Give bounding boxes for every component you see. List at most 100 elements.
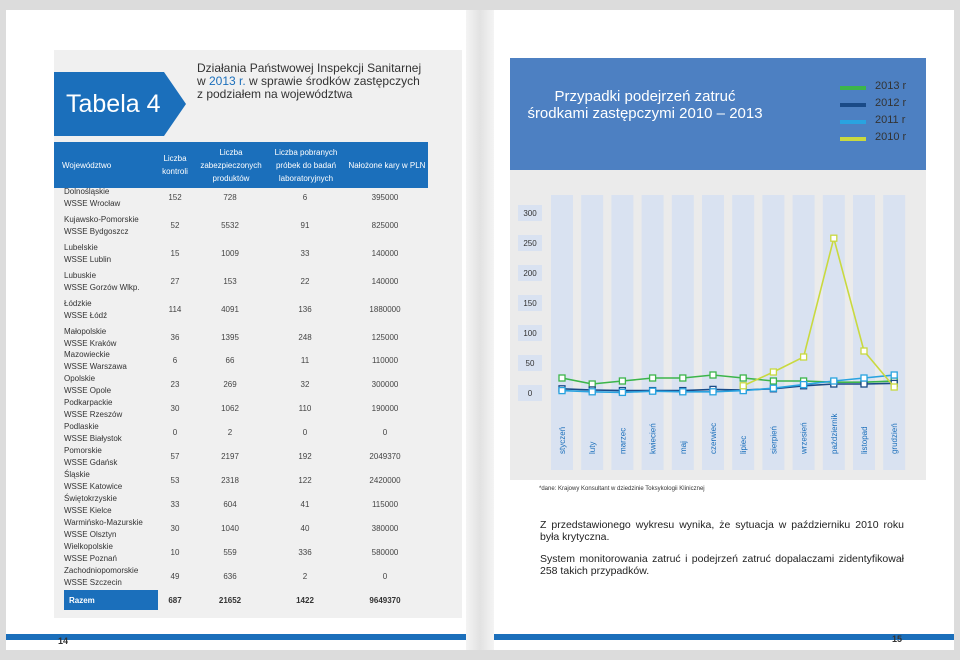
y-tick-label: 250 (523, 239, 537, 248)
row-wsse: WSSE Rzeszów (64, 410, 123, 419)
total-label: Razem (64, 590, 158, 610)
row-wojewodztwo: Lubuskie (64, 271, 97, 280)
series-line (561, 382, 895, 392)
cell-probek: 41 (300, 500, 310, 509)
data-point (860, 380, 868, 388)
row-label: Lubuskie WSSE Gorzów Wlkp. (64, 270, 154, 294)
data-point (769, 377, 778, 385)
row-wsse: WSSE Katowice (64, 482, 123, 491)
cell-produktow: 728 (223, 193, 237, 202)
cell-probek: 33 (300, 249, 310, 258)
cell-probek: 248 (298, 333, 312, 342)
data-point (618, 377, 627, 385)
cell-kontroli: 52 (170, 221, 180, 230)
cell-kary: 140000 (371, 249, 399, 258)
cell-produktow: 2 (227, 428, 233, 437)
data-point (709, 371, 717, 379)
data-point (830, 234, 838, 242)
cell-kontroli: 36 (170, 333, 180, 342)
month-band (641, 195, 664, 470)
row-label: Opolskie WSSE Opole (64, 373, 154, 397)
cell-probek: 136 (298, 305, 312, 314)
row-label: Wielkopolskie WSSE Poznań (64, 541, 154, 565)
series-line (742, 235, 895, 388)
cell-probek: 6 (302, 193, 308, 202)
header-wojewodztwo: Województwo (54, 142, 154, 188)
page-fold (466, 10, 494, 650)
cell-produktow: 559 (223, 548, 237, 557)
data-point (739, 374, 747, 382)
cell-probek: 0 (302, 428, 308, 437)
row-label: Kujawsko-Pomorskie WSSE Bydgoszcz (64, 214, 154, 238)
cell-kontroli: 49 (170, 572, 180, 581)
month-band (853, 195, 875, 470)
row-label: Podkarpackie WSSE Rzeszów (64, 397, 154, 421)
subtitle-line-1: Działania Państwowej Inspekcji Sanitarne… (197, 61, 422, 75)
row-wsse: WSSE Bydgoszcz (64, 227, 129, 236)
data-point (799, 353, 808, 361)
left-page-number: 14 (58, 636, 69, 646)
cell-produktow: 1062 (221, 404, 239, 413)
cell-kontroli: 30 (170, 404, 180, 413)
row-wojewodztwo: Pomorskie (64, 446, 102, 455)
data-point (679, 374, 687, 382)
cell-probek: 32 (300, 380, 310, 389)
tabela-label: Tabela 4 (54, 72, 164, 136)
cell-produktow: 4091 (221, 305, 239, 314)
row-label: Pomorskie WSSE Gdańsk (64, 445, 154, 469)
cell-kary: 580000 (371, 548, 399, 557)
x-tick-label: wrzesień (800, 422, 809, 455)
left-bottom-rule (6, 634, 466, 640)
data-point (648, 374, 657, 382)
month-band (762, 195, 785, 470)
row-wojewodztwo: Świętokrzyskie (64, 494, 117, 503)
y-tick-bg (518, 205, 542, 221)
cell-kary: 0 (382, 428, 388, 437)
row-wsse: WSSE Wrocław (64, 199, 121, 208)
data-point (890, 383, 898, 391)
y-tick-label: 50 (526, 359, 535, 368)
data-point (860, 347, 868, 355)
x-tick-label: luty (588, 442, 597, 454)
cell-kary: 125000 (371, 333, 399, 342)
data-point (769, 368, 778, 376)
row-wsse: WSSE Białystok (64, 434, 122, 443)
paragraph-2: System monitorowania zatruć i podejrzeń … (540, 553, 904, 577)
cell-kontroli: 30 (170, 524, 180, 533)
row-wsse: WSSE Poznań (64, 554, 117, 563)
cell-probek: 40 (300, 524, 310, 533)
cell-kontroli: 57 (170, 452, 180, 461)
row-label: Warmińsko-Mazurskie WSSE Olsztyn (64, 517, 154, 541)
subtitle-line-3: z podziałem na województwa (197, 87, 353, 101)
month-band (883, 195, 906, 470)
x-tick-label: listopad (860, 426, 869, 454)
cell-kontroli: 114 (168, 305, 182, 314)
row-wojewodztwo: Wielkopolskie (64, 542, 113, 551)
row-wojewodztwo: Podkarpackie (64, 398, 113, 407)
data-point (558, 374, 566, 382)
cell-kontroli: 15 (170, 249, 180, 258)
month-band (732, 195, 755, 470)
y-tick-label: 100 (523, 329, 537, 338)
cell-kary: 110000 (371, 356, 399, 365)
tabela-label-text: Tabela 4 (66, 89, 161, 118)
data-point (588, 380, 596, 388)
cell-kary: 140000 (371, 277, 399, 286)
chart-title-line-1: Przypadki podejrzeń zatruć (554, 88, 736, 105)
cell-produktow: 636 (223, 572, 237, 581)
paragraph-1: Z przedstawionego wykresu wynika, że syt… (540, 519, 904, 543)
right-bottom-rule (494, 634, 954, 640)
y-tick-bg (518, 295, 542, 311)
y-tick-bg (518, 355, 542, 371)
month-band (792, 195, 815, 470)
chart-header (510, 58, 926, 142)
cell-kontroli: 10 (170, 548, 180, 557)
y-tick-label: 200 (523, 269, 537, 278)
row-wsse: WSSE Olsztyn (64, 530, 117, 539)
cell-kary: 2049370 (369, 452, 401, 461)
header-kary-text: Nałożone kary w PLN (348, 160, 426, 170)
month-band (581, 195, 604, 470)
cell-kary: 2420000 (369, 476, 401, 485)
x-tick-label: sierpień (769, 426, 778, 454)
cell-kontroli: 0 (172, 428, 178, 437)
